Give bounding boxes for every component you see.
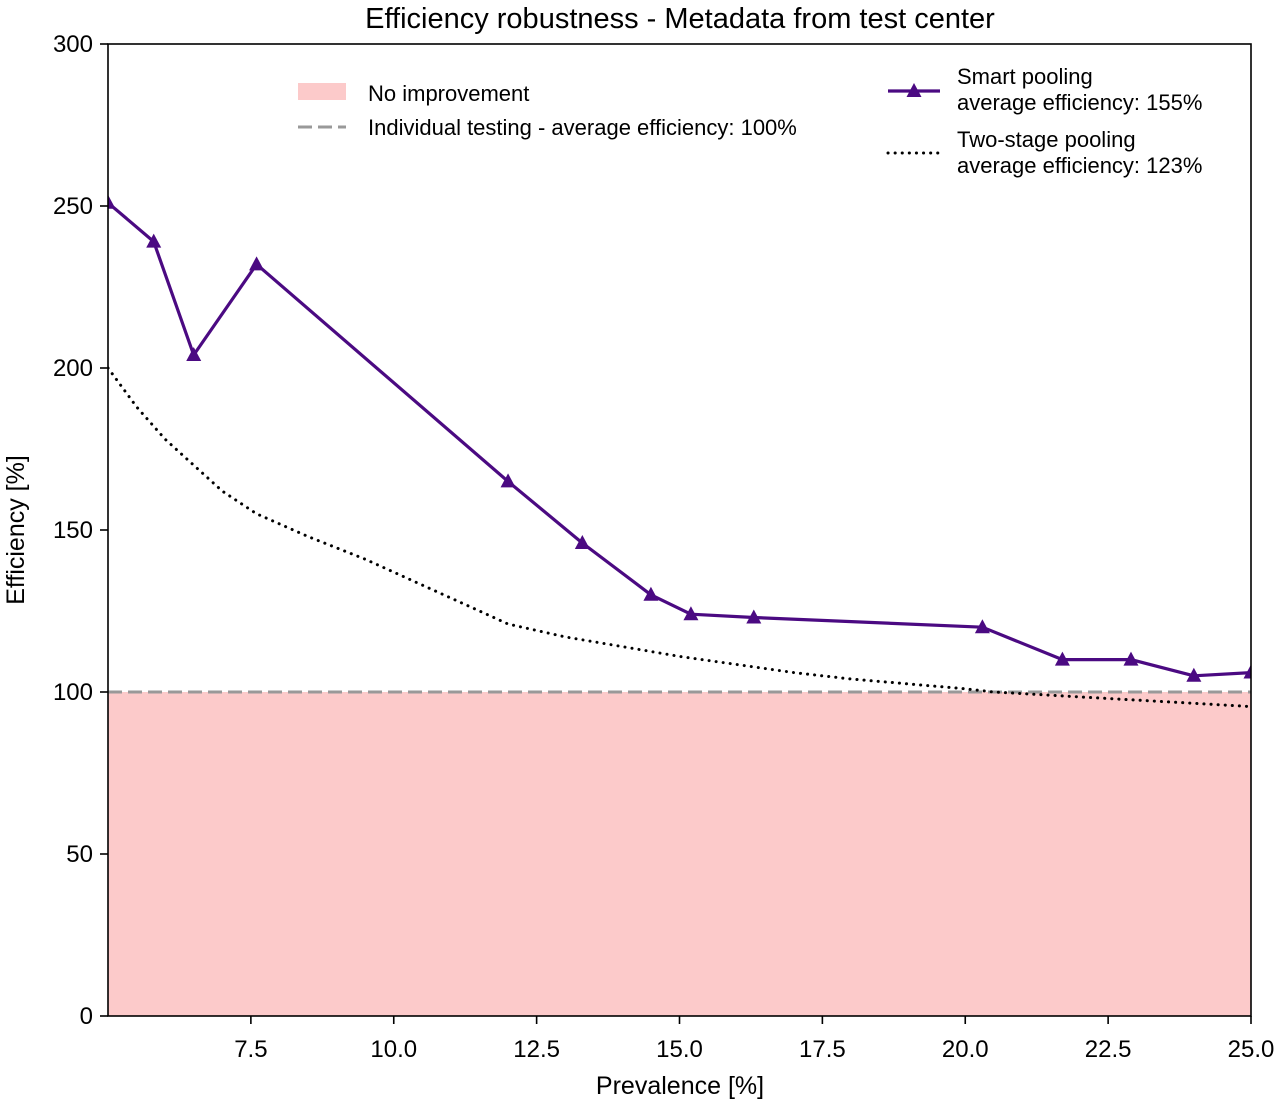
series-point-0 [574, 534, 590, 549]
series-point-0 [1054, 651, 1070, 666]
series-point-0 [643, 586, 659, 601]
series-point-0 [249, 256, 265, 271]
plot-area [108, 194, 1251, 1016]
legend-label-no-improvement: No improvement [368, 81, 529, 106]
series-point-0 [746, 609, 762, 624]
x-tick-label: 12.5 [513, 1036, 560, 1063]
x-tick-label: 22.5 [1085, 1036, 1132, 1063]
series-point-0 [974, 619, 990, 634]
legend-label-individual-testing: Individual testing - average efficiency:… [368, 115, 797, 140]
y-tick-label: 200 [53, 355, 93, 382]
legend-label-smart-pooling: Smart pooling [957, 64, 1093, 89]
y-axis-label: Efficiency [%] [2, 455, 30, 605]
y-tick-label: 300 [53, 31, 93, 58]
legend-label-two-stage-pooling: Two-stage pooling [957, 127, 1136, 152]
no-improvement-region [108, 692, 1251, 1016]
legend-swatch-no-improvement [298, 83, 346, 100]
axis-ticks: 7.5 10.0 12.5 15.0 17.5 20.0 22.5 25.0 0 50 100 150… [53, 31, 1274, 1063]
legend-label-two-stage-pooling: average efficiency: 123% [957, 153, 1202, 178]
x-tick-label: 25.0 [1228, 1036, 1275, 1063]
series-point-0 [186, 347, 202, 362]
y-tick-label: 50 [66, 841, 93, 868]
x-tick-label: 10.0 [370, 1036, 417, 1063]
chart-title: Efficiency robustness - Metadata from te… [365, 3, 995, 35]
y-tick-label: 150 [53, 517, 93, 544]
legend-label-smart-pooling: average efficiency: 155% [957, 90, 1202, 115]
series-point-0 [1186, 667, 1202, 682]
x-tick-label: 20.0 [942, 1036, 989, 1063]
y-tick-label: 250 [53, 193, 93, 220]
legend: No improvement Individual testing - avera… [298, 64, 1202, 178]
plot-content [108, 194, 1251, 1016]
series-point-0 [500, 473, 516, 488]
x-tick-label: 15.0 [656, 1036, 703, 1063]
y-tick-label: 100 [53, 679, 93, 706]
x-tick-label: 17.5 [799, 1036, 846, 1063]
series-point-0 [108, 194, 116, 209]
series-point-0 [1243, 664, 1251, 679]
x-axis-label: Prevalence [%] [596, 1072, 764, 1100]
x-tick-label: 7.5 [234, 1036, 267, 1063]
legend-marker-smart-pooling [906, 83, 922, 97]
series-line-1 [108, 366, 1251, 709]
series-point-0 [146, 233, 162, 248]
series-point-0 [1123, 651, 1139, 666]
series-line-0 [108, 201, 1251, 678]
y-tick-label: 0 [80, 1003, 93, 1030]
series-point-0 [683, 606, 699, 621]
